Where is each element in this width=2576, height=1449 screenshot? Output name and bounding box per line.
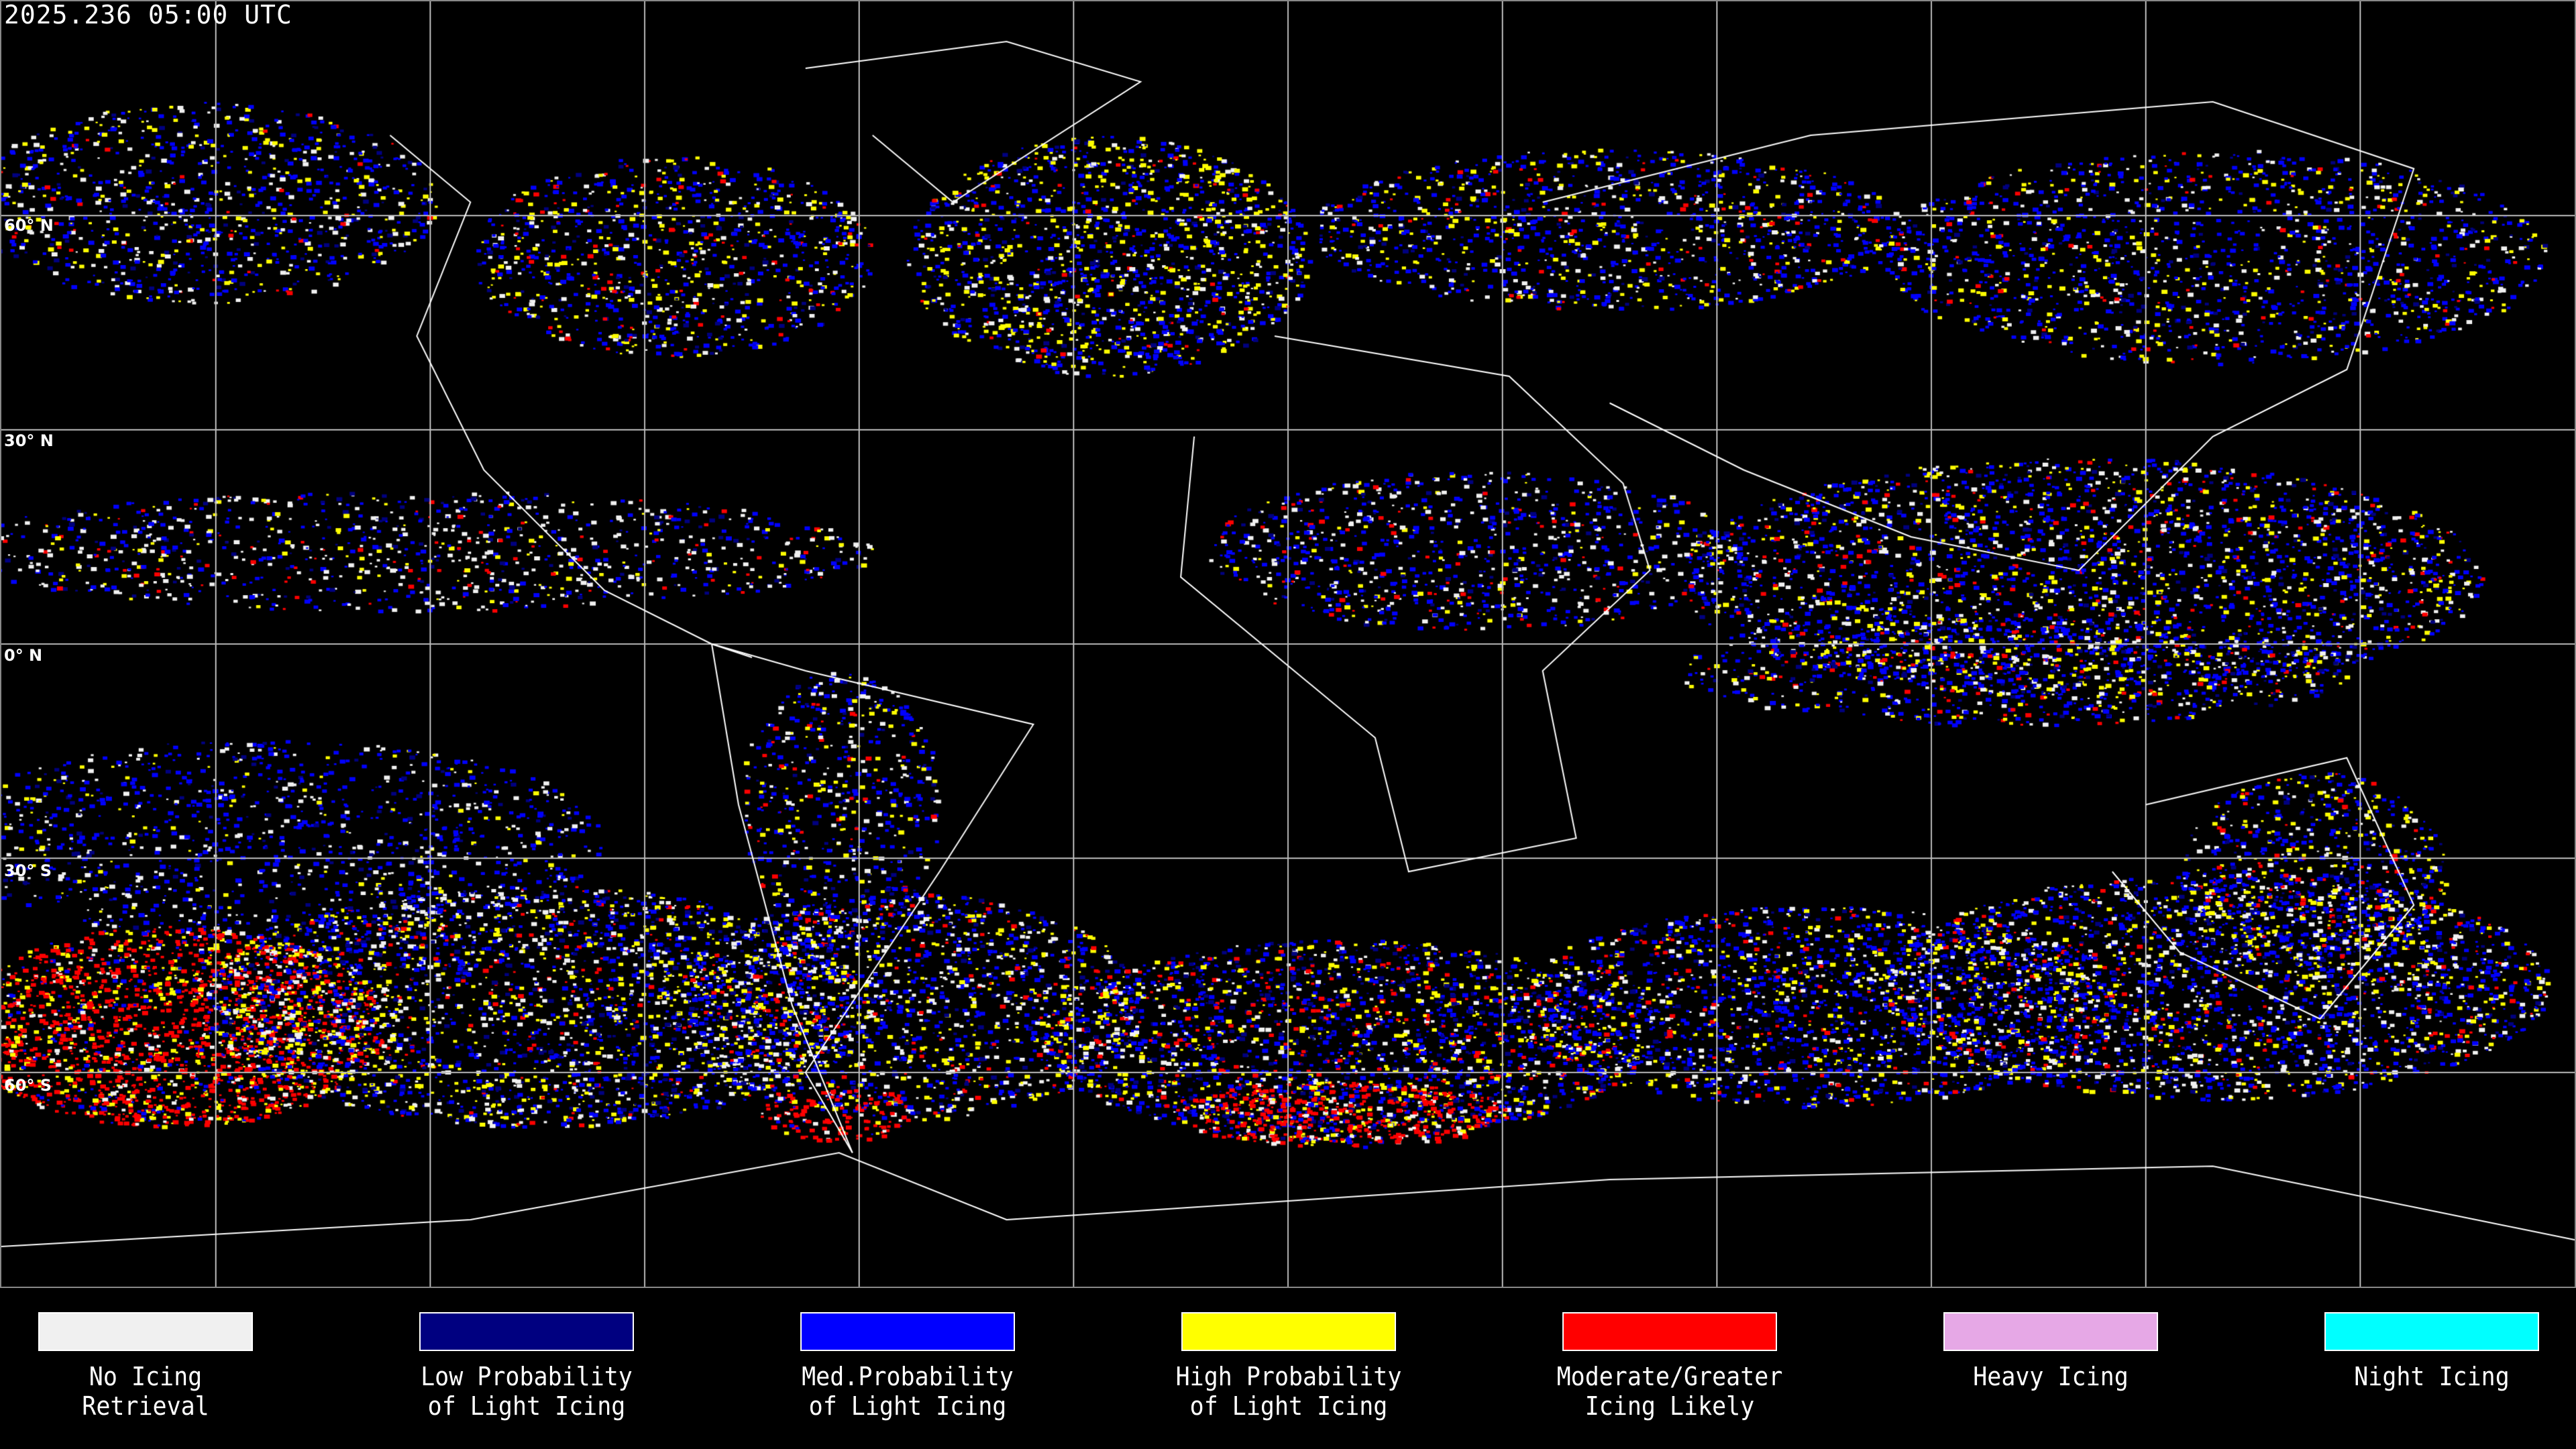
legend-label-line2: of Light Icing [427,1391,626,1421]
lat-label-0n: 0° N [4,646,43,665]
legend-label-line1: No Icing [89,1362,203,1391]
lat-label-60s: 60° S [4,1076,52,1095]
lat-label-60n: 60° N [4,216,54,235]
legend-label-line2: of Light Icing [808,1391,1007,1421]
legend-item-high-prob: High Probability of Light Icing [1128,1312,1450,1421]
icing-map [0,0,2576,1288]
legend-label-line1: Med.Probability [802,1362,1014,1391]
legend-item-night: Night Icing [2271,1312,2576,1391]
lat-label-30s: 30° S [4,861,52,880]
legend-swatch [1943,1312,2158,1351]
legend: No Icing Retrieval Low Probability of Li… [0,1288,2576,1449]
legend-label-line1: Heavy Icing [1973,1362,2129,1391]
legend-label-line1: High Probability [1175,1362,1402,1391]
legend-swatch [419,1312,634,1351]
lat-label-30n: 30° N [4,431,54,450]
legend-label-line2: Icing Likely [1585,1391,1755,1421]
timestamp-title: 2025.236 05:00 UTC [4,0,292,30]
legend-label-line2: of Light Icing [1189,1391,1388,1421]
legend-item-low-prob: Low Probability of Light Icing [366,1312,688,1421]
legend-label-line1: Moderate/Greater [1556,1362,1783,1391]
legend-item-heavy: Heavy Icing [1890,1312,2212,1391]
legend-label-line1: Night Icing [2354,1362,2510,1391]
legend-label-line2: Retrieval [82,1391,209,1421]
legend-label-line1: Low Probability [421,1362,633,1391]
legend-swatch [38,1312,253,1351]
legend-item-moderate: Moderate/Greater Icing Likely [1509,1312,1831,1421]
legend-swatch [1181,1312,1396,1351]
legend-swatch [800,1312,1015,1351]
legend-item-med-prob: Med.Probability of Light Icing [747,1312,1069,1421]
legend-swatch [2324,1312,2539,1351]
legend-item-no-icing: No Icing Retrieval [0,1312,307,1421]
legend-swatch [1562,1312,1777,1351]
